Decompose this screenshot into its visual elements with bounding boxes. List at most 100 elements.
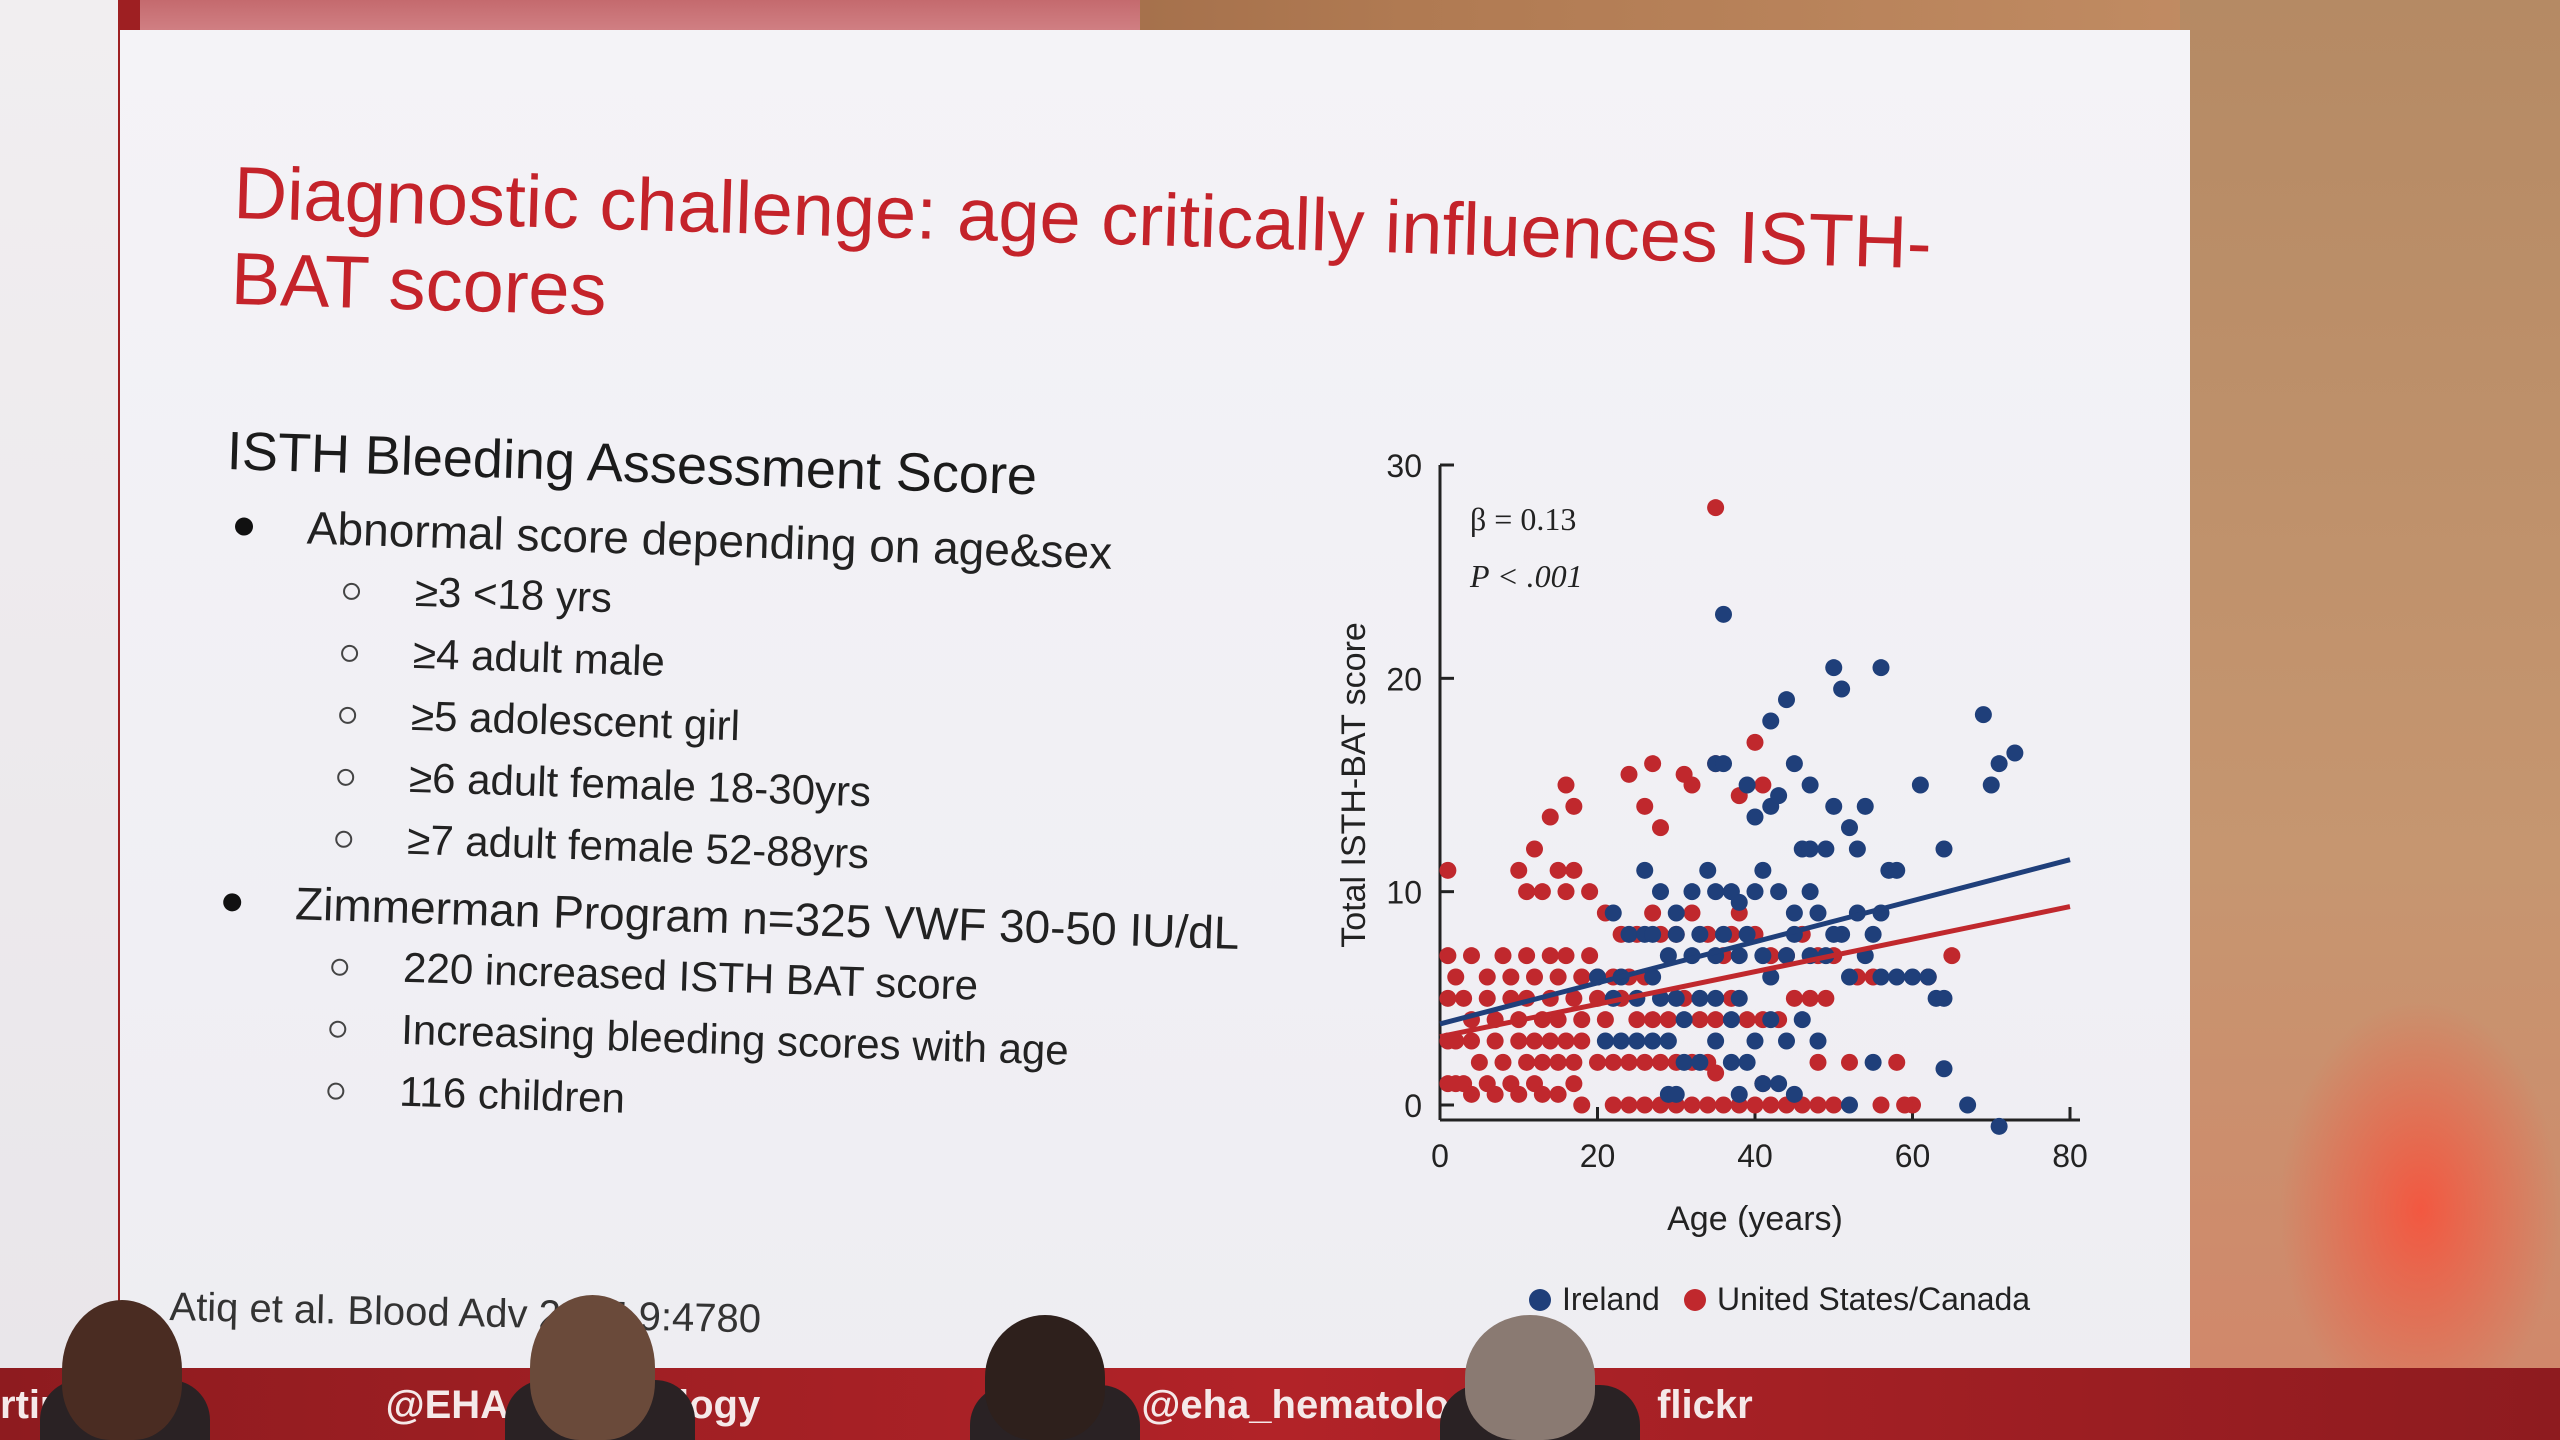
data-point	[1533, 1053, 1551, 1071]
trend-line	[1439, 857, 2071, 1027]
data-point	[1644, 1032, 1662, 1050]
x-axis-label: Age (years)	[1667, 1200, 1843, 1238]
data-point	[1809, 1032, 1827, 1050]
annotation-beta: β = 0.13	[1470, 501, 1576, 537]
data-point	[1589, 1053, 1606, 1071]
legend-marker	[1684, 1289, 1706, 1311]
data-point	[1659, 1011, 1677, 1029]
legend-marker	[1529, 1289, 1551, 1311]
data-point	[1864, 925, 1882, 943]
data-point	[1541, 808, 1559, 826]
data-point	[1691, 925, 1709, 943]
data-point	[1518, 883, 1536, 901]
data-point	[1652, 819, 1669, 837]
chart-svg: 0 10 20 30 0 20 40 60 80 Age (years) Total ISTH-BA…	[1335, 448, 2088, 1317]
data-point	[1573, 968, 1591, 986]
data-point	[1675, 1011, 1693, 1029]
bullet-list: Abnormal score depending on age&sex ≥3 <…	[208, 495, 1377, 1153]
data-point	[1754, 776, 1772, 794]
data-point	[1801, 840, 1819, 858]
circle-bullet-icon	[336, 768, 355, 787]
data-point	[2006, 744, 2024, 762]
data-point	[1754, 947, 1772, 965]
data-point	[1581, 947, 1599, 965]
data-point	[1722, 1011, 1740, 1029]
data-point	[1596, 1011, 1614, 1029]
legend-label: Ireland	[1562, 1281, 1660, 1317]
data-point	[1557, 883, 1575, 901]
data-point	[1935, 840, 1953, 858]
data-point	[1620, 1096, 1638, 1114]
data-point	[1778, 1032, 1795, 1050]
sub-bullet-text: ≥6 adult female 18-30yrs	[408, 753, 872, 816]
data-point	[1683, 883, 1701, 901]
data-point	[1707, 989, 1725, 1007]
data-point	[1439, 861, 1457, 879]
data-point	[1746, 883, 1764, 901]
data-point	[1833, 680, 1851, 698]
data-point	[1785, 904, 1803, 922]
data-point	[1667, 989, 1685, 1007]
annotation-p: P < .001	[1469, 558, 1583, 594]
data-point	[1699, 861, 1717, 879]
data-point	[1644, 755, 1662, 773]
data-point	[1644, 925, 1662, 943]
data-point	[1778, 691, 1795, 709]
data-point	[1596, 1032, 1614, 1050]
data-point	[1644, 968, 1662, 986]
data-point	[1549, 1085, 1567, 1103]
data-point	[1707, 1032, 1725, 1050]
data-point	[1825, 925, 1843, 943]
data-point	[1754, 1075, 1772, 1093]
data-point	[1644, 904, 1662, 922]
data-point	[1565, 797, 1583, 815]
audience-head	[530, 1295, 655, 1440]
x-tick-label: 20	[1580, 1138, 1616, 1174]
data-point	[1888, 968, 1906, 986]
data-point	[1636, 1096, 1654, 1114]
y-tick-label: 0	[1404, 1088, 1422, 1124]
data-point	[1872, 1096, 1890, 1114]
data-point	[1557, 947, 1575, 965]
data-point	[1904, 968, 1921, 986]
data-point	[1667, 925, 1685, 943]
data-point	[1888, 861, 1906, 879]
circle-bullet-icon	[334, 830, 353, 849]
scatter-chart: 0 10 20 30 0 20 40 60 80 Age (years) Total ISTH-BA…	[1310, 440, 2110, 1320]
data-point	[1628, 1011, 1646, 1029]
x-tick-label: 0	[1431, 1138, 1449, 1174]
data-point	[1573, 1011, 1591, 1029]
data-point	[1526, 840, 1543, 858]
data-point	[1636, 797, 1654, 815]
banner-item: @eha_hematology	[1141, 1383, 1496, 1427]
data-point	[1636, 861, 1654, 879]
data-point	[1911, 776, 1929, 794]
data-point	[1533, 883, 1551, 901]
data-point	[1573, 1032, 1591, 1050]
data-point	[1990, 1117, 2008, 1135]
x-tick-label: 80	[2052, 1138, 2088, 1174]
data-point	[1738, 1011, 1756, 1029]
circle-bullet-icon	[340, 644, 359, 663]
data-point	[1841, 1096, 1858, 1114]
data-point	[1667, 904, 1685, 922]
data-point	[1762, 1096, 1780, 1114]
data-point	[1707, 1011, 1725, 1029]
data-point	[1518, 947, 1536, 965]
sub-bullet-text: ≥7 adult female 52-88yrs	[406, 815, 870, 878]
data-point	[1675, 1053, 1693, 1071]
data-point	[1856, 797, 1874, 815]
data-point	[1974, 706, 1992, 724]
data-point	[1620, 925, 1638, 943]
data-point	[1785, 1085, 1803, 1103]
data-point	[1762, 968, 1780, 986]
red-light-glow	[2280, 1000, 2560, 1420]
data-point	[1707, 883, 1725, 901]
data-point	[1762, 712, 1780, 730]
data-point	[1533, 1085, 1551, 1103]
data-point	[1754, 861, 1772, 879]
data-point	[1549, 861, 1567, 879]
sub-bullet-text: 220 increased ISTH BAT score	[402, 943, 979, 1009]
y-axis-label: Total ISTH-BAT score	[1335, 622, 1373, 948]
